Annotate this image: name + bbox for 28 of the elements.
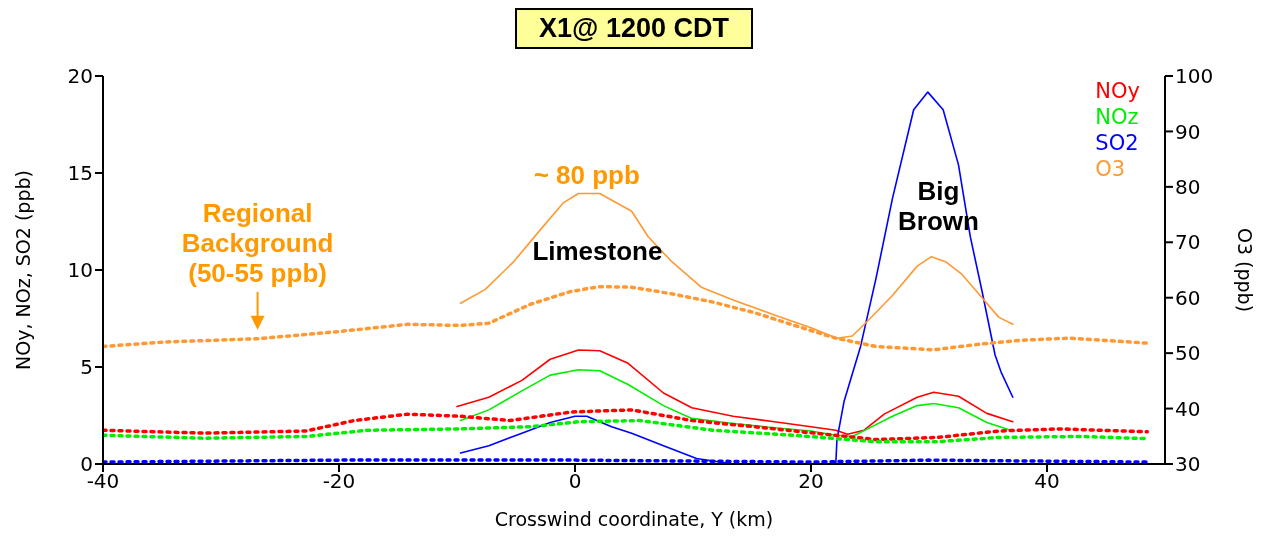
y2-tick-label: 40 <box>1175 396 1201 421</box>
x-tick-label: 20 <box>798 469 824 494</box>
y-tick-label: 10 <box>67 258 93 283</box>
y2-tick-label: 60 <box>1175 285 1201 310</box>
y2-tick-label: 50 <box>1175 341 1201 366</box>
annotation: Limestone <box>532 235 663 266</box>
x-axis-title: Crosswind coordinate, Y (km) <box>494 508 774 530</box>
x-tick-label: -20 <box>322 469 356 494</box>
text: O3 <box>1095 156 1127 182</box>
y-tick-label: 15 <box>67 161 93 186</box>
y-tick-label: 0 <box>80 452 93 477</box>
y-axis-title: NOy, NOz, SO2 (ppb) <box>11 170 34 370</box>
annotation: ~ 80 ppb <box>533 159 640 190</box>
text: NOz <box>1095 104 1140 130</box>
y2-tick-label: 80 <box>1175 174 1201 199</box>
text: SO2 <box>1095 130 1140 156</box>
x-tick-label: 40 <box>1034 469 1060 494</box>
y2-tick-label: 30 <box>1175 452 1201 477</box>
y2-tick-label: 90 <box>1175 119 1201 144</box>
x-tick-label: 0 <box>568 469 582 494</box>
chart-title: X1@ 1200 CDT <box>515 8 753 49</box>
y2-tick-label: 100 <box>1175 64 1214 89</box>
y2-tick-label: 70 <box>1175 230 1201 255</box>
annotation: Regional Background (50-55 ppb) <box>181 197 334 288</box>
y-tick-label: 5 <box>80 355 93 380</box>
text: NOy <box>1095 78 1140 104</box>
y-tick-label: 20 <box>67 64 93 89</box>
y2-axis-title: O3 (ppb) <box>1234 227 1257 313</box>
